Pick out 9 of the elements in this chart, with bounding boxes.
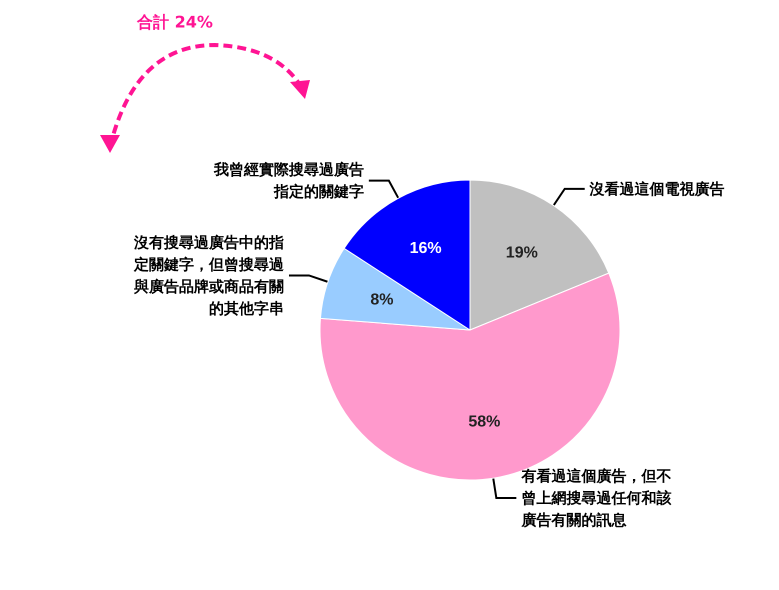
data-label: 8% (370, 292, 394, 309)
data-label: 58% (468, 413, 500, 430)
slice-label: 我曾經實際搜尋過廣告指定的關鍵字 (212, 160, 364, 201)
data-label: 16% (410, 240, 442, 257)
slice-label: 有看過這個廣告，但不曾上網搜尋過任何和該廣告有關的訊息 (520, 466, 672, 529)
slice-label: 沒看過這個電視廣告 (588, 180, 725, 198)
data-label: 19% (506, 244, 538, 262)
slice-label: 沒有搜尋過廣告中的指定關鍵字，但曾搜尋過與廣告品牌或商品有關的其他字串 (132, 233, 285, 318)
text: 合計 24% (136, 12, 213, 32)
